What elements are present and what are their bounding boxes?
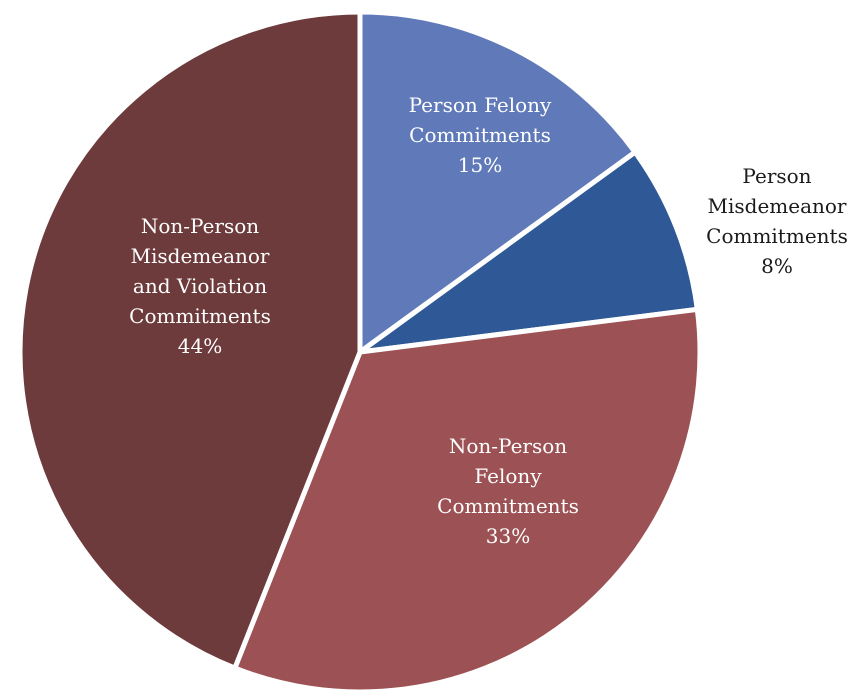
slice-label-line: Commitments xyxy=(437,494,579,518)
slice-label-line: Misdemeanor xyxy=(131,244,270,268)
pie-slice-4 xyxy=(17,9,363,671)
slice-label-line: 8% xyxy=(761,254,793,278)
slice-label-3: Non-Person Felony Commitments 33% xyxy=(437,434,579,548)
pie-slices xyxy=(17,9,703,695)
pie-slice-2 xyxy=(357,149,700,355)
slice-label-line: Person Felony xyxy=(409,93,552,117)
slice-label-line: Commitments xyxy=(706,224,848,248)
pie-slice-3 xyxy=(232,306,703,695)
slice-label-line: Non-Person xyxy=(449,434,567,458)
slice-label-line: Misdemeanor xyxy=(708,194,847,218)
slice-label-1: Person Felony Commitments 15% xyxy=(409,93,552,177)
slice-label-line: Commitments xyxy=(129,304,271,328)
slice-label-4: Non-Person Misdemeanor and Violation Commit… xyxy=(129,214,271,358)
slice-label-line: Non-Person xyxy=(141,214,259,238)
slice-label-line: 33% xyxy=(486,524,530,548)
slice-label-line: and Violation xyxy=(133,274,267,298)
slice-label-line: Commitments xyxy=(409,123,551,147)
pie-slice-1 xyxy=(357,9,638,355)
pie-labels: Person Felony Commitments 15% Person Misdeme… xyxy=(129,93,848,548)
slice-label-line: 44% xyxy=(178,334,222,358)
slice-label-line: Person xyxy=(742,164,811,188)
slice-label-line: 15% xyxy=(458,153,502,177)
slice-label-2: Person Misdemeanor Commitments 8% xyxy=(706,164,848,278)
slice-label-line: Felony xyxy=(474,464,542,488)
